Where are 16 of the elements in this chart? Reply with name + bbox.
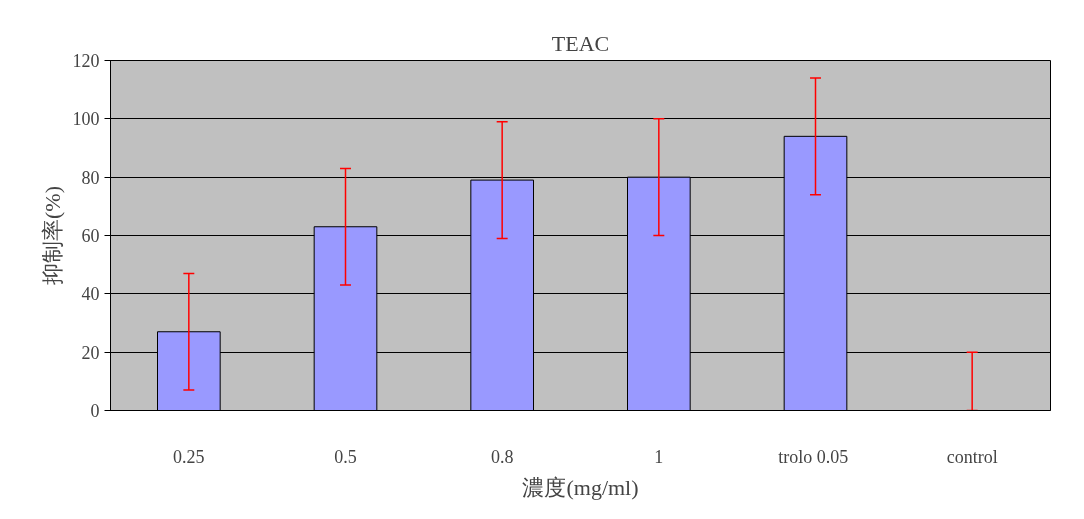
x-tick-label: 1	[654, 446, 664, 467]
x-tick-label: 0.8	[490, 446, 514, 467]
x-axis-title: 濃度(mg/ml)	[522, 474, 639, 500]
y-tick-label: 40	[81, 284, 100, 305]
y-tick-label: 80	[81, 167, 100, 188]
x-tick-label: trolo 0.05	[778, 446, 849, 467]
y-axis-title: 抑制率(%)	[39, 186, 65, 285]
x-tick-label: 0.25	[173, 446, 205, 467]
y-tick-label: 100	[72, 109, 100, 130]
chart-title: TEAC	[551, 30, 610, 56]
x-tick-label: control	[946, 446, 998, 467]
y-tick-label: 120	[72, 51, 100, 71]
y-tick-label: 0	[90, 401, 100, 421]
y-tick-label: 60	[81, 226, 100, 246]
x-tick-label: 0.5	[334, 446, 357, 467]
y-tick-label: 20	[81, 342, 100, 363]
